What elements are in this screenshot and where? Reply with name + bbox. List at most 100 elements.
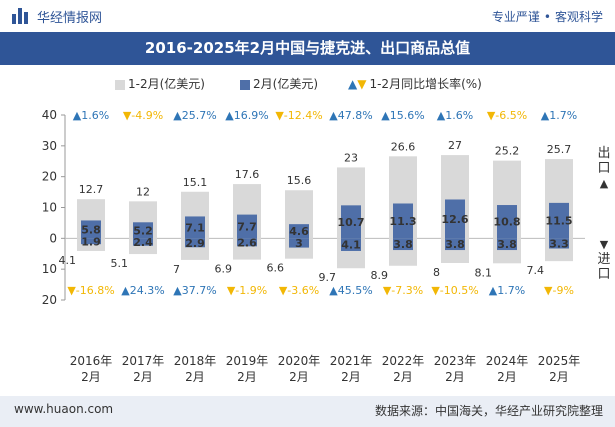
cumulative-export-value: 25.7 — [547, 143, 572, 156]
tagline-right: 客观科学 — [554, 10, 603, 24]
export-growth-label: ▲1.6% — [73, 109, 109, 122]
cumulative-import-value: 8.1 — [475, 266, 493, 279]
dot-separator-icon: • — [543, 10, 551, 24]
title-bar: 2016-2025年2月中国与捷克进、出口商品总值 — [0, 32, 615, 65]
monthly-import-value: 3 — [295, 237, 303, 250]
x-tick-label-year: 2019年 — [226, 354, 269, 368]
x-tick-label-year: 2024年 — [486, 354, 529, 368]
cumulative-export-value: 25.2 — [495, 145, 520, 158]
footer-source: 数据来源：中国海关，华经产业研究院整理 — [374, 404, 603, 418]
monthly-import-value: 1.9 — [81, 235, 101, 248]
x-tick-label-year: 2018年 — [174, 354, 217, 368]
chart-legend: 1-2月(亿美元) 2月(亿美元) ▲▼ 1-2月同比增长率(%) — [0, 72, 615, 94]
monthly-export-value: 11.5 — [545, 215, 572, 228]
monthly-export-value: 5.8 — [81, 223, 101, 236]
monthly-export-bar — [393, 203, 413, 239]
tagline: 专业严谨 • 客观科学 — [492, 8, 603, 25]
tagline-left: 专业严谨 — [491, 10, 540, 24]
cumulative-import-value: 6.6 — [267, 262, 285, 275]
footer-bar: www.huaon.com 数据来源：中国海关，华经产业研究院整理 — [0, 396, 615, 427]
monthly-export-value: 12.6 — [441, 213, 468, 226]
monthly-import-value: 2.6 — [237, 236, 257, 249]
brand-name: 华经情报网 — [37, 11, 103, 26]
x-tick-label-year: 2016年 — [70, 354, 113, 368]
cumulative-export-value: 26.6 — [391, 140, 416, 153]
monthly-import-value: 2.4 — [133, 236, 153, 249]
export-growth-label: ▲1.7% — [541, 109, 577, 122]
monthly-import-bar — [237, 238, 257, 247]
x-tick-label-year: 2023年 — [434, 354, 477, 368]
monthly-export-value: 7.1 — [185, 221, 205, 234]
monthly-export-bar — [549, 202, 569, 239]
legend-item-cumulative: 1-2月(亿美元) — [115, 75, 205, 92]
x-tick-label-month: 2月 — [393, 370, 413, 384]
monthly-export-value: 4.6 — [289, 225, 309, 238]
monthly-import-value: 3.8 — [393, 238, 413, 251]
monthly-import-bar — [341, 238, 361, 251]
y-tick-label: 10 — [42, 201, 57, 215]
export-growth-label: ▲47.8% — [329, 109, 372, 122]
monthly-import-bar — [497, 238, 517, 251]
export-growth-label: ▼-6.5% — [487, 109, 527, 122]
down-arrow-icon: ▼ — [599, 238, 609, 251]
monthly-export-value: 11.3 — [389, 215, 416, 228]
export-side-label: 出口 ▲ — [597, 146, 611, 190]
y-tick-label: 40 — [42, 108, 57, 122]
import-growth-label: ▲1.7% — [489, 284, 525, 297]
monthly-export-value: 7.7 — [237, 220, 257, 233]
monthly-import-value: 3.8 — [445, 238, 465, 251]
cumulative-import-value: 5.1 — [111, 257, 129, 270]
x-tick-label-month: 2月 — [289, 370, 309, 384]
cumulative-import-value: 6.9 — [215, 263, 233, 276]
export-growth-label: ▼-4.9% — [123, 109, 163, 122]
cumulative-import-value: 7.4 — [527, 264, 545, 277]
cumulative-import-value: 9.7 — [319, 271, 337, 284]
monthly-export-bar — [341, 205, 361, 239]
monthly-export-value: 5.2 — [133, 224, 153, 237]
cumulative-export-value: 15.6 — [287, 174, 312, 187]
top-bar: 华经情报网 专业严谨 • 客观科学 — [0, 0, 615, 32]
cumulative-export-value: 12 — [136, 185, 150, 198]
monthly-import-bar — [393, 238, 413, 251]
cumulative-import-value: 4.1 — [59, 254, 77, 267]
monthly-import-value: 2.9 — [185, 237, 205, 250]
monthly-import-value: 3.8 — [497, 238, 517, 251]
cumulative-import-value: 7 — [173, 263, 180, 276]
x-tick-label-year: 2020年 — [278, 354, 321, 368]
monthly-import-bar — [81, 238, 101, 245]
monthly-export-value: 10.8 — [493, 216, 520, 229]
up-arrow-icon: ▲ — [599, 177, 609, 190]
monthly-export-bar — [497, 205, 517, 239]
import-growth-label: ▲24.3% — [121, 284, 164, 297]
export-growth-label: ▼-12.4% — [275, 109, 322, 122]
y-tick-label: 0 — [49, 231, 57, 245]
bar-chart-logo-icon — [12, 8, 30, 24]
y-tick-label: 10 — [42, 262, 57, 276]
export-growth-label: ▲25.7% — [173, 109, 216, 122]
chart-title: 2016-2025年2月中国与捷克进、出口商品总值 — [144, 39, 471, 57]
x-tick-label-month: 2月 — [133, 370, 153, 384]
x-tick-label-month: 2月 — [445, 370, 465, 384]
monthly-export-bar — [81, 220, 101, 239]
export-growth-label: ▲1.6% — [437, 109, 473, 122]
footer-url: www.huaon.com — [14, 402, 114, 416]
monthly-import-value: 3.3 — [549, 237, 569, 250]
x-tick-label-month: 2月 — [341, 370, 361, 384]
legend-swatch-gray-icon — [115, 79, 125, 90]
monthly-export-value: 10.7 — [337, 216, 364, 229]
import-growth-label: ▼-10.5% — [431, 284, 478, 297]
monthly-export-bar — [185, 216, 205, 239]
x-tick-label-month: 2月 — [497, 370, 517, 384]
x-tick-label-month: 2月 — [237, 370, 257, 384]
legend-item-monthly: 2月(亿美元) — [240, 75, 318, 92]
down-triangle-icon: ▼ — [357, 77, 367, 91]
monthly-import-bar — [289, 238, 309, 248]
x-tick-label-year: 2025年 — [538, 354, 581, 368]
cumulative-export-value: 12.7 — [79, 183, 104, 196]
y-tick-label: 20 — [42, 293, 57, 307]
cumulative-export-value: 27 — [448, 139, 462, 152]
import-growth-label: ▲37.7% — [173, 284, 216, 297]
import-growth-label: ▼-7.3% — [383, 284, 423, 297]
monthly-export-bar — [289, 224, 309, 239]
cumulative-import-value: 8 — [433, 266, 440, 279]
